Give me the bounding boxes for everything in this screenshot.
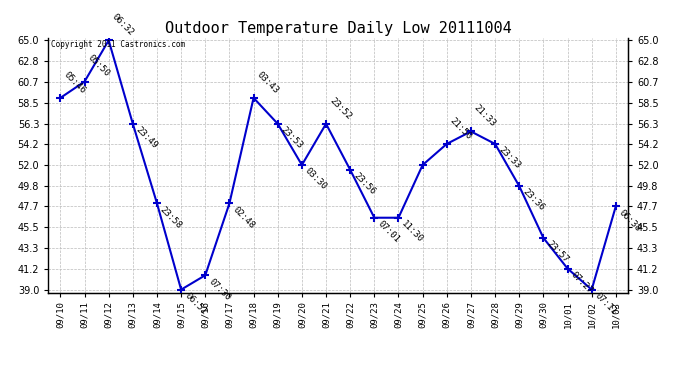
Text: 06:51: 06:51 xyxy=(183,291,208,316)
Text: 11:30: 11:30 xyxy=(400,219,425,245)
Text: 05:46: 05:46 xyxy=(62,70,87,95)
Text: Copyright 2011 Castronics.com: Copyright 2011 Castronics.com xyxy=(51,40,186,49)
Text: 06:38: 06:38 xyxy=(618,208,642,233)
Text: 07:27: 07:27 xyxy=(569,270,594,295)
Text: 23:49: 23:49 xyxy=(135,125,159,150)
Text: 07:11: 07:11 xyxy=(593,291,618,316)
Text: 02:48: 02:48 xyxy=(231,205,256,230)
Text: 06:32: 06:32 xyxy=(110,12,135,38)
Title: Outdoor Temperature Daily Low 20111004: Outdoor Temperature Daily Low 20111004 xyxy=(165,21,511,36)
Text: 07:01: 07:01 xyxy=(376,219,401,245)
Text: 23:56: 23:56 xyxy=(352,171,377,196)
Text: 03:43: 03:43 xyxy=(255,70,280,95)
Text: 05:50: 05:50 xyxy=(86,54,111,79)
Text: 07:30: 07:30 xyxy=(207,277,232,302)
Text: 23:33: 23:33 xyxy=(497,145,522,171)
Text: 03:30: 03:30 xyxy=(304,166,328,192)
Text: 23:57: 23:57 xyxy=(545,239,570,265)
Text: 21:33: 21:33 xyxy=(473,103,497,129)
Text: 23:52: 23:52 xyxy=(328,96,353,121)
Text: 21:50: 21:50 xyxy=(448,116,473,141)
Text: 23:53: 23:53 xyxy=(279,125,304,150)
Text: 23:58: 23:58 xyxy=(159,205,184,230)
Text: 23:36: 23:36 xyxy=(521,188,546,213)
